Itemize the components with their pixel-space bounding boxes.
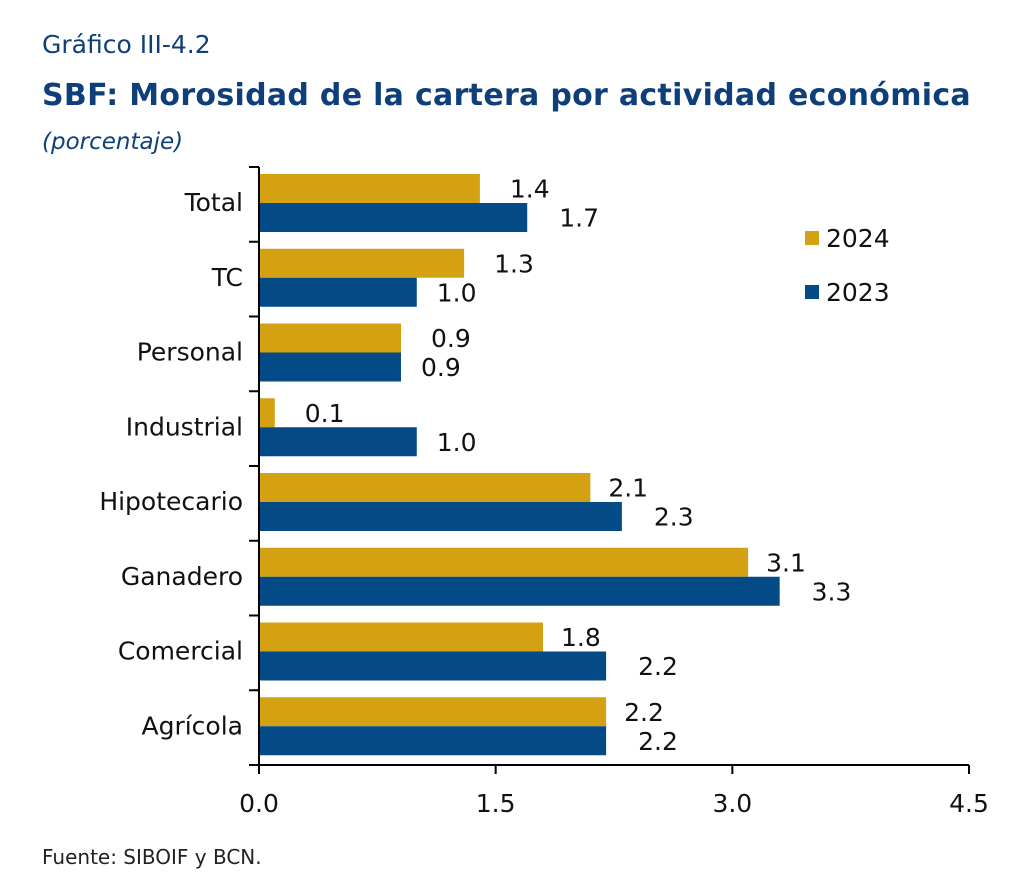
bar-2023-industrial — [259, 427, 417, 457]
category-label: Industrial — [126, 412, 243, 441]
data-label: 2.2 — [624, 698, 664, 727]
category-label: Agrícola — [141, 711, 243, 740]
data-label: 1.4 — [510, 175, 550, 204]
category-label: Total — [184, 188, 243, 217]
bar-2023-personal — [259, 352, 401, 382]
data-label: 3.3 — [812, 577, 852, 606]
legend-swatch-2023 — [805, 285, 819, 299]
bar-2023-tc — [259, 277, 417, 307]
bar-2023-ganadero — [259, 576, 780, 606]
bar-2023-total — [259, 203, 528, 232]
legend-label: 2023 — [826, 278, 890, 307]
bar-2024-personal — [259, 323, 401, 353]
data-label: 1.0 — [437, 428, 477, 457]
legend-label: 2024 — [826, 224, 890, 253]
data-label: 2.2 — [638, 727, 678, 756]
category-label: TC — [211, 263, 243, 292]
category-label: Hipotecario — [99, 487, 243, 516]
x-tick-label: 1.5 — [476, 789, 516, 818]
data-label: 0.9 — [431, 324, 471, 353]
legend-swatch-2024 — [805, 231, 819, 245]
category-label: Comercial — [118, 637, 243, 666]
x-tick-label: 3.0 — [712, 789, 752, 818]
data-label: 2.2 — [638, 652, 678, 681]
bar-2024-comercial — [259, 622, 543, 652]
data-label: 0.9 — [421, 353, 461, 382]
bar-2023-agrícola — [259, 726, 607, 756]
data-label: 1.0 — [437, 278, 477, 307]
bar-2024-ganadero — [259, 547, 749, 577]
data-label: 3.1 — [766, 548, 806, 577]
data-label: 1.7 — [559, 204, 599, 233]
bar-2024-agrícola — [259, 697, 607, 727]
bar-2024-tc — [259, 248, 465, 278]
category-label: Ganadero — [121, 562, 243, 591]
data-label: 2.1 — [608, 474, 648, 503]
data-label: 1.8 — [561, 623, 601, 652]
bar-2023-hipotecario — [259, 502, 622, 531]
category-label: Personal — [137, 338, 243, 367]
chart-kicker: Gráfico III-4.2 — [42, 30, 211, 59]
x-tick-label: 0.0 — [239, 789, 279, 818]
bar-2023-comercial — [259, 651, 607, 681]
chart-subtitle: (porcentaje) — [42, 129, 184, 155]
data-label: 0.1 — [305, 399, 345, 428]
x-tick-label: 4.5 — [949, 789, 989, 818]
data-label: 2.3 — [654, 503, 694, 532]
bar-2024-hipotecario — [259, 473, 591, 502]
bar-2024-industrial — [259, 398, 275, 428]
data-label: 1.3 — [494, 249, 534, 278]
source-note: Fuente: SIBOIF y BCN. — [42, 845, 262, 869]
bar-2024-total — [259, 174, 480, 203]
chart-title: SBF: Morosidad de la cartera por activid… — [42, 78, 971, 113]
